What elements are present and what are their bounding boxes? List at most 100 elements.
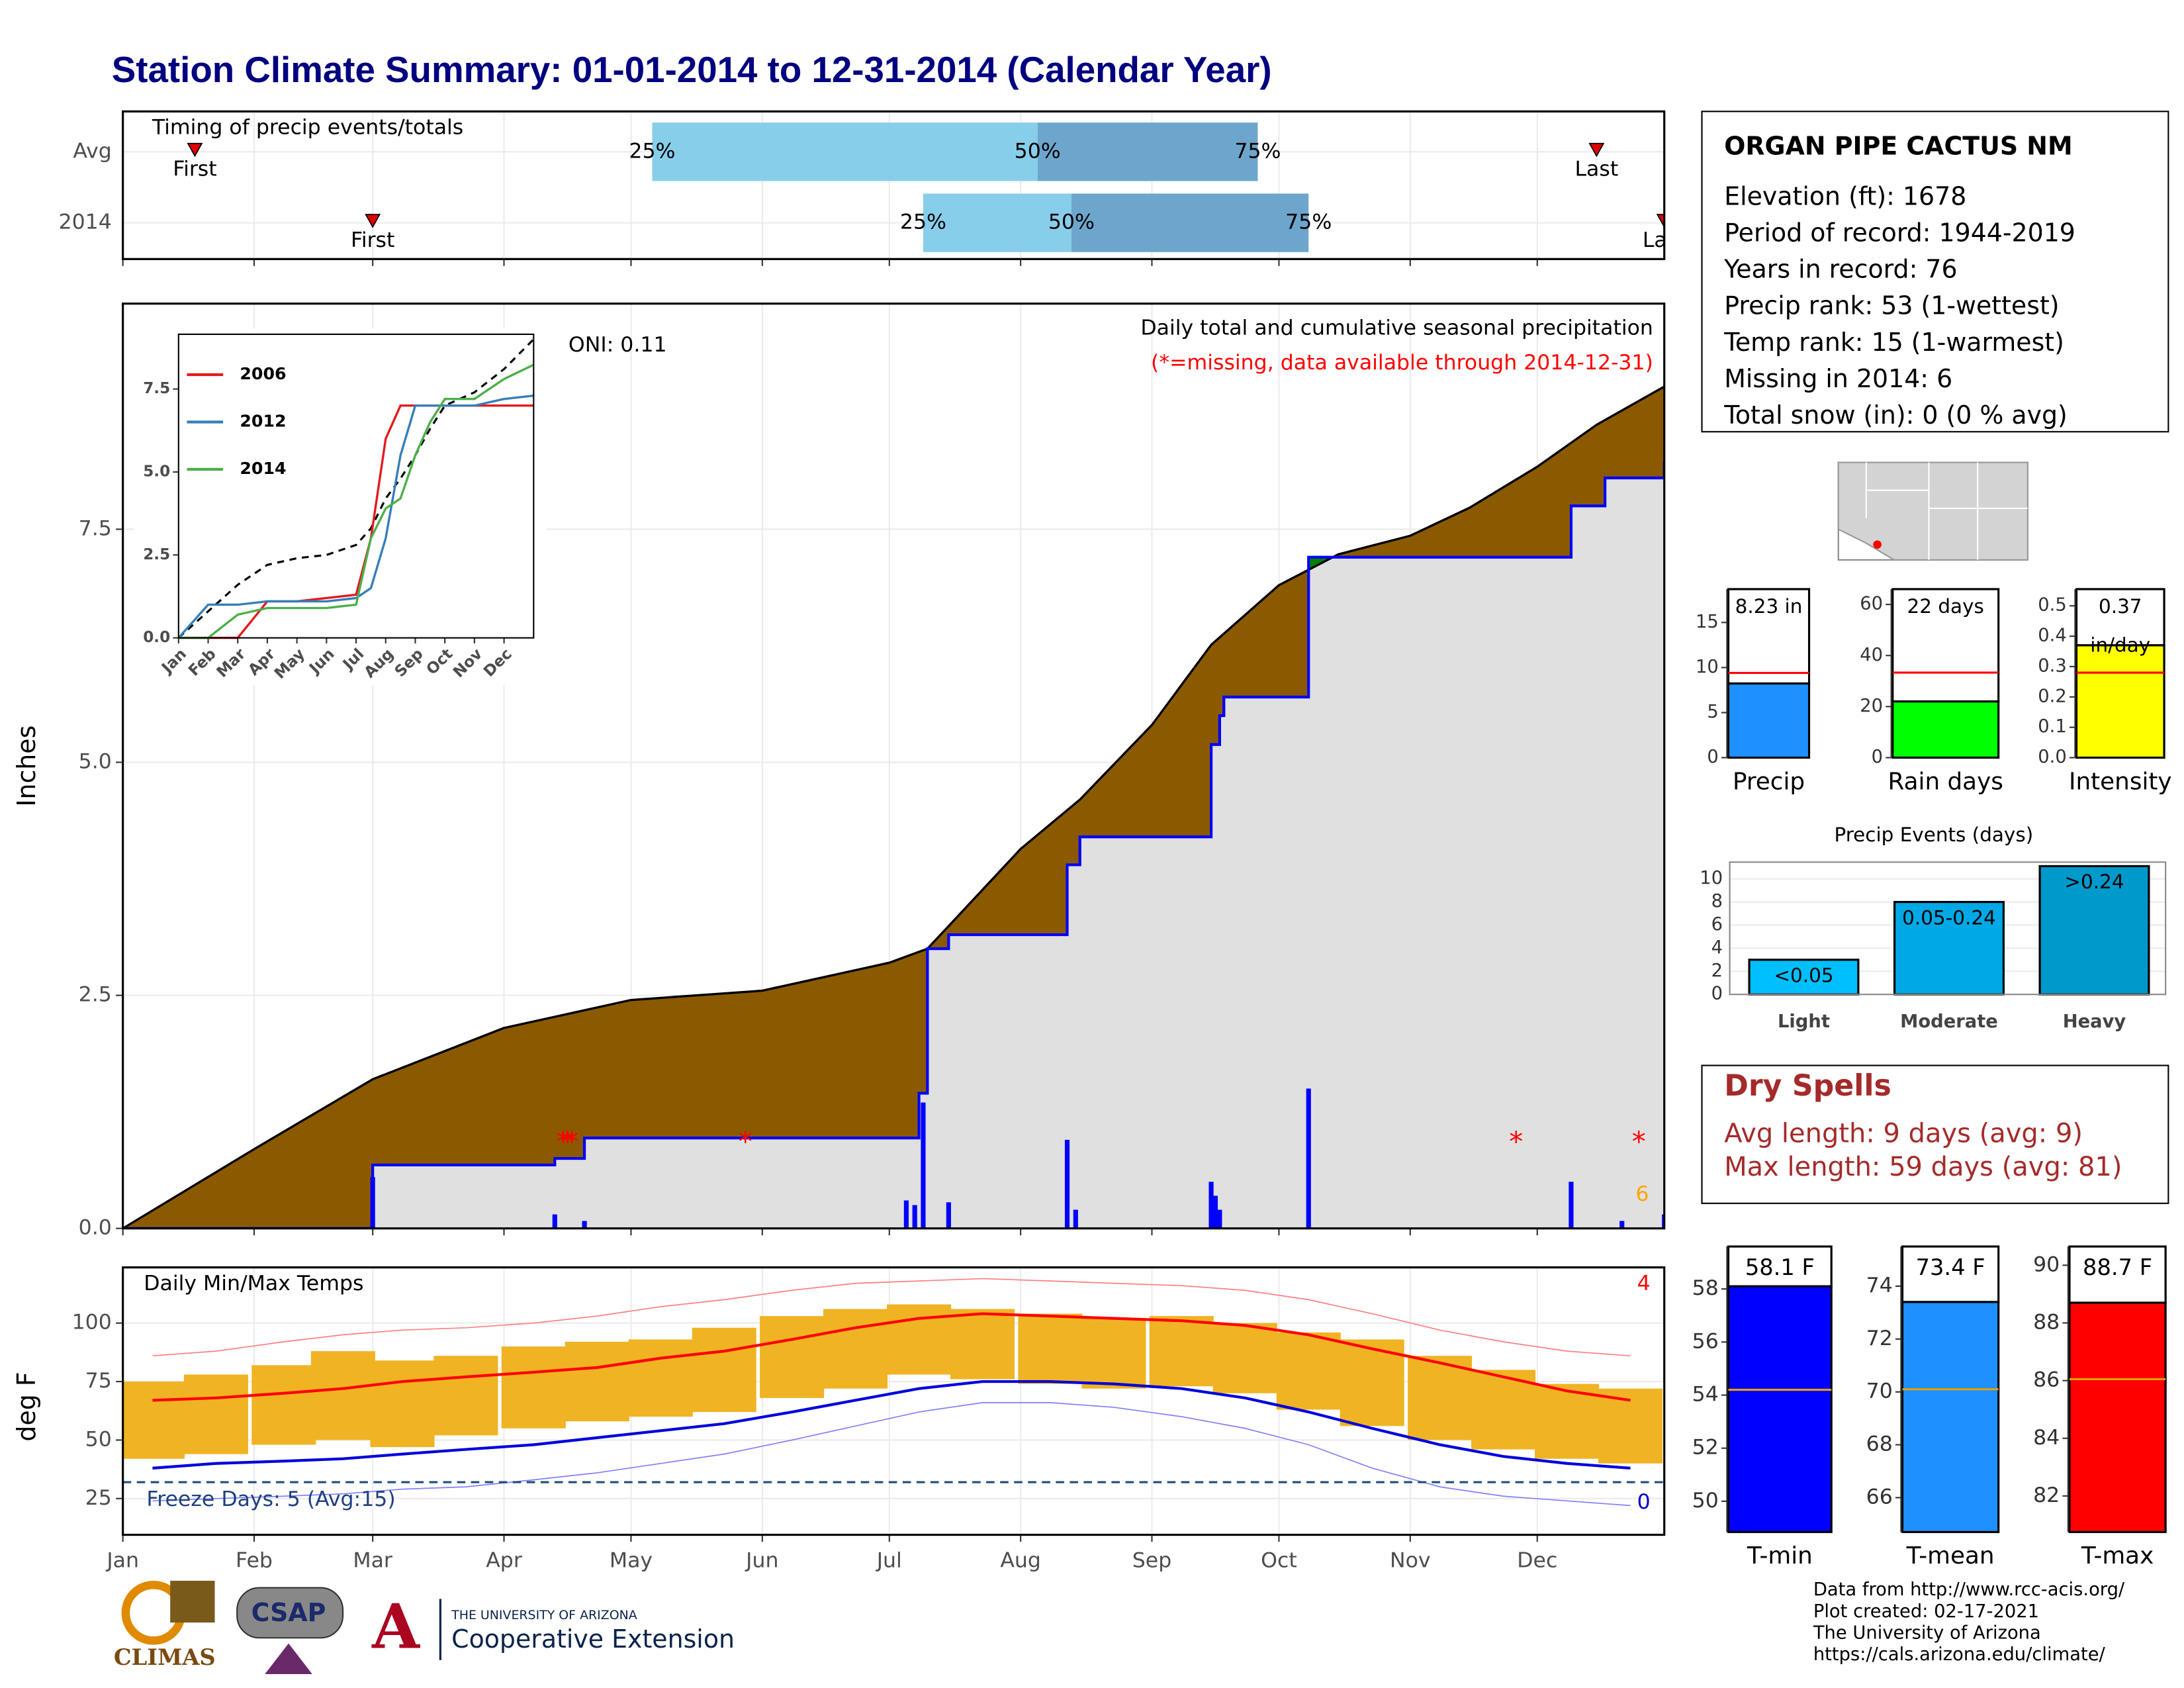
timing-label: Last [1574, 158, 1618, 181]
csap-text: CSAP [251, 1598, 326, 1627]
y-tick-label: 56 [1692, 1329, 1719, 1353]
value-label: 73.4 F [1916, 1254, 1985, 1280]
station-line: Temp rank: 15 (1-warmest) [1723, 328, 2064, 357]
daily-bar [921, 1102, 926, 1229]
temp-bar [692, 1327, 756, 1413]
temp-bar [310, 1351, 375, 1440]
climas-logo [170, 1580, 215, 1623]
station-name: ORGAN PIPE CACTUS NM [1724, 132, 2072, 161]
label-box [1727, 1245, 1833, 1288]
temp-bar [1018, 1313, 1083, 1384]
panel-content [122, 1267, 1664, 1535]
timing-marker [1656, 214, 1664, 228]
bar [2068, 1301, 2167, 1533]
y-tick-label: 7.5 [143, 380, 170, 397]
timing-label: Last [1643, 228, 1686, 252]
station-line: Elevation (ft): 1678 [1724, 181, 1966, 211]
value-label: 88.7 F [2083, 1254, 2152, 1280]
y-tick-label: 4 [1711, 937, 1723, 958]
quartile-label: 25% [900, 211, 946, 234]
temp-bar [183, 1374, 248, 1454]
category-label: T-mean [1906, 1542, 1995, 1570]
temp-bar [1408, 1356, 1473, 1440]
bar [2038, 865, 2150, 996]
x-tick-label: Aug [1000, 1549, 1041, 1573]
bar [1891, 700, 2000, 759]
y-tick-label: 0.4 [2038, 626, 2067, 646]
category-label: Precip [1733, 768, 1805, 795]
label-box [2075, 588, 2165, 647]
station-line: Missing in 2014: 6 [1724, 364, 1952, 393]
daily-bar [1073, 1209, 1078, 1229]
y-tick-label: 74 [1866, 1274, 1893, 1297]
y-axis-label: Inches [12, 726, 41, 807]
panel-title: Timing of precip events/totals [152, 116, 463, 140]
category-label: Avg [73, 139, 111, 163]
panel-content: 25% 50% 75% First Last 25% 50% 75% First Last [122, 111, 1686, 259]
temp-bar [565, 1341, 629, 1422]
timing-label: First [173, 158, 216, 181]
record-min-line [152, 1402, 1631, 1507]
temp-bar [887, 1304, 952, 1375]
x-tick-label: Jun [745, 1549, 778, 1573]
x-tick-label: Dec [1517, 1549, 1557, 1573]
bar [1727, 1285, 1833, 1533]
panel-border [122, 110, 1666, 260]
daily-bar [1569, 1182, 1574, 1229]
y-tick-label: 5.0 [143, 463, 170, 480]
panel-border [1729, 861, 2167, 996]
y-tick-label: 58 [1692, 1276, 1719, 1300]
y-tick-label: 2 [1711, 961, 1723, 981]
missing-marker: * [561, 1125, 574, 1158]
y-tick-label: 75 [85, 1369, 112, 1393]
value-label: 8.23 in [1735, 595, 1803, 618]
label-box [1891, 588, 2000, 703]
panel-subtitle: (*=missing, data available through 2014-… [1151, 351, 1653, 375]
y-tick-label: 2.5 [79, 983, 112, 1007]
y-tick-label: 82 [2033, 1483, 2060, 1507]
quartile-bar [1037, 122, 1258, 181]
category-label: Rain days [1888, 768, 2003, 795]
x-tick-label: Nov [1390, 1549, 1431, 1573]
daily-bar [552, 1214, 557, 1229]
y-tick-label: 0.3 [2038, 655, 2067, 676]
bar [1727, 682, 1811, 759]
bar [1748, 959, 1860, 996]
quartile-bar [923, 193, 1071, 252]
label-box [1901, 1245, 2000, 1303]
y-tick-label: 0.0 [143, 629, 170, 646]
x-tick-label: Mar [353, 1549, 392, 1573]
credit-line: Plot created: 02-17-2021 [1813, 1601, 2039, 1622]
y-tick-label: 2.5 [143, 546, 170, 563]
panel-title: Daily Min/Max Temps [144, 1272, 363, 1295]
timing-marker [1588, 142, 1605, 158]
y-tick-label: 50 [85, 1427, 112, 1451]
timing-label: First [351, 228, 394, 252]
record-high-count: 4 [1637, 1272, 1651, 1295]
panel-title: Precip Events (days) [1835, 823, 2034, 846]
quartile-label: 25% [629, 139, 675, 163]
logos: CLIMAS CSAP A THE UNIVERSITY OF ARIZONA … [114, 1580, 735, 1674]
y-tick-label: 0 [1872, 747, 1883, 767]
university-text: THE UNIVERSITY OF ARIZONA [451, 1608, 637, 1622]
x-tick-label: Sep [1132, 1549, 1171, 1573]
series-line [178, 363, 535, 639]
legend-label: 2006 [240, 364, 286, 383]
station-line: Total snow (in): 0 (0 % avg) [1723, 400, 2068, 430]
y-axis-label: deg F [12, 1372, 41, 1441]
y-tick-label: 88 [2033, 1310, 2060, 1334]
bar [1901, 1301, 2000, 1533]
daily-bar [1212, 1196, 1218, 1229]
temp-bar [628, 1339, 693, 1417]
timing-marker [187, 142, 203, 158]
normal-min-line [152, 1380, 1631, 1470]
temp-bar [433, 1356, 498, 1436]
y-tick-label: 72 [1866, 1327, 1893, 1350]
x-tick-label: May [610, 1549, 653, 1573]
y-tick-label: 90 [2033, 1252, 2060, 1276]
y-tick-label: 15 [1696, 612, 1719, 632]
y-tick-label: 10 [1700, 868, 1723, 888]
label-box [2068, 1245, 2167, 1304]
